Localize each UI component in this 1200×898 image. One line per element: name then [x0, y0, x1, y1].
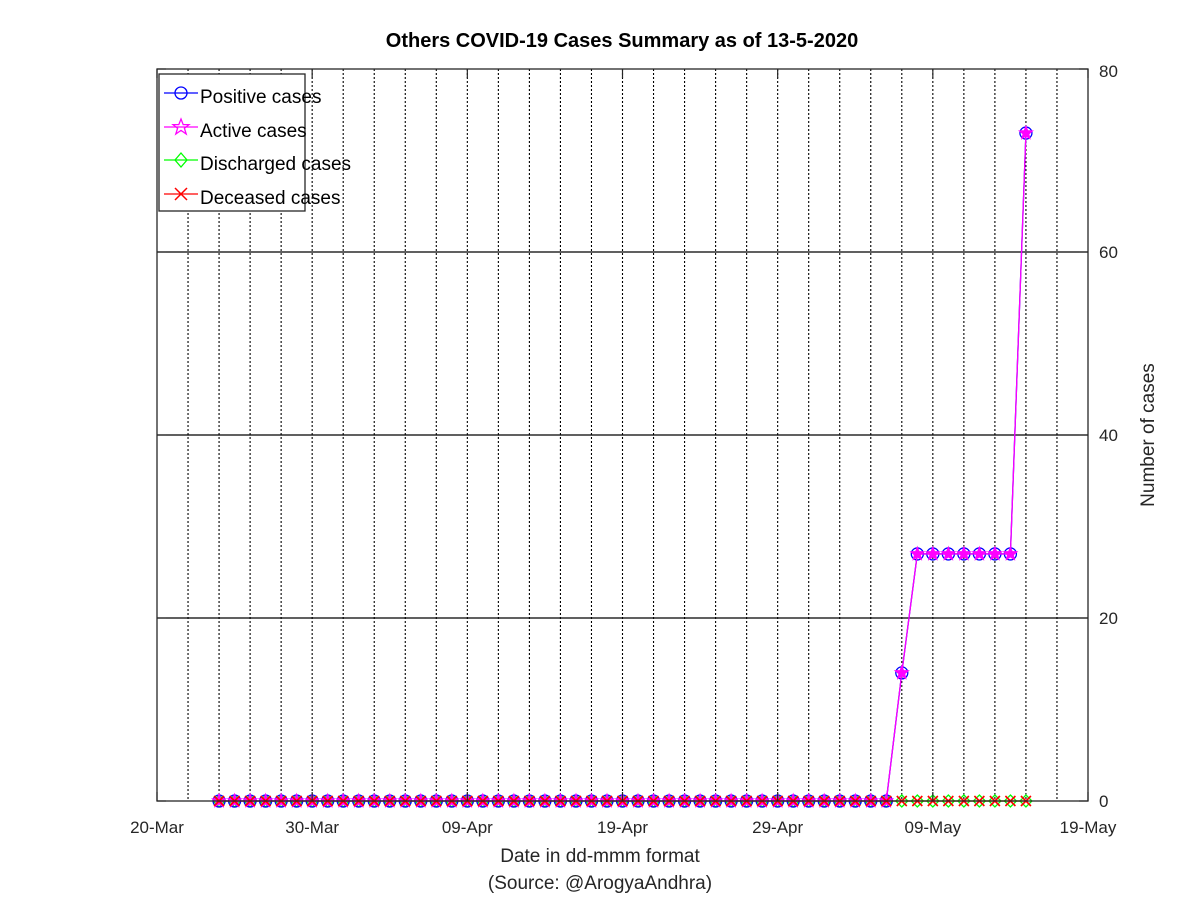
legend-item-active: Active cases	[164, 117, 307, 142]
data-point	[1002, 545, 1019, 561]
data-point	[972, 794, 987, 808]
data-point	[941, 794, 956, 808]
x-tick-label: 30-Mar	[285, 818, 339, 837]
x-axis-label: Date in dd-mmm format	[500, 846, 700, 867]
legend: Positive cases Active cases Discharged c…	[158, 73, 351, 212]
data-point	[1003, 794, 1018, 808]
grid	[157, 69, 1088, 801]
legend-item-deceased: Deceased cases	[164, 187, 340, 209]
data-point	[1019, 794, 1033, 808]
data-point	[986, 545, 1003, 561]
legend-marker-diamond-icon	[174, 152, 188, 168]
x-tick-label: 29-Apr	[752, 818, 803, 837]
y-tick-label: 80	[1099, 62, 1118, 81]
data-point	[956, 794, 971, 808]
data-point	[955, 545, 972, 561]
legend-box	[158, 73, 306, 212]
y-axis-label: Number of cases	[1138, 363, 1159, 507]
legend-item-discharged: Discharged cases	[164, 152, 351, 175]
x-tick-label: 20-Mar	[130, 818, 184, 837]
legend-label-deceased: Deceased cases	[200, 188, 340, 209]
y-tick-label: 60	[1099, 243, 1118, 262]
x-tick-label: 09-Apr	[442, 818, 493, 837]
y-tick-label: 20	[1099, 609, 1118, 628]
y-tick-label: 40	[1099, 426, 1118, 445]
legend-label-active: Active cases	[200, 121, 307, 142]
data-point	[940, 545, 957, 561]
legend-marker-star-icon	[171, 117, 191, 136]
data-point	[894, 794, 909, 808]
x-tick-label: 19-Apr	[597, 818, 648, 837]
x-tick-label: 19-May	[1060, 818, 1117, 837]
legend-marker-x-icon	[174, 187, 188, 201]
ticks: 20-Mar 30-Mar 09-Apr 19-Apr 29-Apr 09-May 19-M…	[130, 62, 1118, 837]
data-point	[910, 794, 925, 808]
data-point	[925, 794, 940, 808]
chart-title: Others COVID-19 Cases Summary as of 13-5…	[386, 30, 858, 52]
legend-label-positive: Positive cases	[200, 87, 321, 108]
data-point	[987, 794, 1002, 808]
data-point	[893, 664, 910, 680]
source-label: (Source: @ArogyaAndhra)	[488, 873, 712, 894]
data-point	[909, 545, 926, 561]
legend-label-discharged: Discharged cases	[200, 154, 351, 175]
data-point	[924, 545, 941, 561]
legend-item-positive: Positive cases	[164, 86, 321, 108]
y-tick-label: 0	[1099, 792, 1108, 811]
data-point	[971, 545, 988, 561]
data-point	[1017, 124, 1034, 140]
x-tick-label: 09-May	[904, 818, 961, 837]
legend-marker-circle-icon	[174, 86, 188, 100]
